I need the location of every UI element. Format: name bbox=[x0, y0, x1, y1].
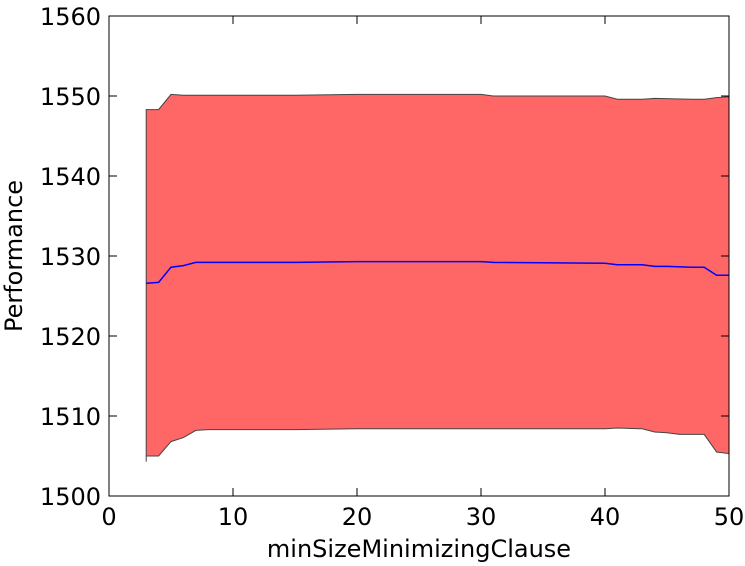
y-tick-label: 1500 bbox=[40, 483, 101, 511]
y-tick-label: 1560 bbox=[40, 3, 101, 31]
y-tick-label: 1530 bbox=[40, 243, 101, 271]
plot-frame bbox=[108, 15, 730, 497]
x-tick-label: 20 bbox=[342, 503, 373, 531]
x-tick-label: 40 bbox=[590, 503, 621, 531]
y-tick-label: 1510 bbox=[40, 403, 101, 431]
y-tick-label: 1540 bbox=[40, 163, 101, 191]
y-tick-label: 1550 bbox=[40, 83, 101, 111]
confidence-band bbox=[145, 93, 730, 462]
plot-area bbox=[145, 93, 730, 462]
x-tick-label: 0 bbox=[101, 503, 116, 531]
x-axis-label: minSizeMinimizingClause bbox=[267, 535, 571, 563]
y-tick-label: 1520 bbox=[40, 323, 101, 351]
axis-ticks: 0 10 20 30 40 50 1500 1510 1520 1530 1540 1550 1560 bbox=[40, 3, 744, 531]
x-tick-label: 30 bbox=[466, 503, 497, 531]
x-tick-label: 50 bbox=[714, 503, 745, 531]
mean-line bbox=[146, 260, 729, 284]
y-axis-label: Performance bbox=[0, 180, 28, 332]
x-tick-label: 10 bbox=[218, 503, 249, 531]
